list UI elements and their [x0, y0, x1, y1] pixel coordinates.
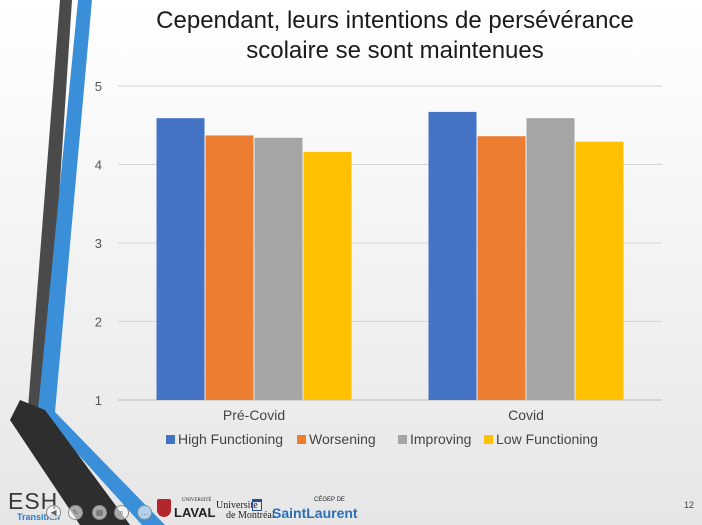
legend-swatch — [398, 435, 407, 444]
grid-view-icon[interactable]: ▦ — [92, 505, 107, 520]
y-tick-label: 1 — [95, 393, 102, 408]
transition-logo-text: Transition — [17, 512, 61, 522]
bar — [156, 118, 205, 400]
saint-laurent-logo-text: SaintLaurent — [272, 505, 358, 521]
legend-label: High Functioning — [178, 431, 283, 447]
x-axis-labels: Pré-Covid Covid — [223, 407, 544, 423]
bar — [477, 136, 526, 401]
legend-label: Worsening — [309, 431, 376, 447]
more-options-icon[interactable]: … — [137, 505, 152, 520]
x-tick-label: Covid — [508, 407, 544, 423]
udem-tower-icon — [252, 499, 262, 511]
udem-logo-line-1: Université — [216, 500, 258, 511]
bar — [254, 137, 303, 400]
pen-icon[interactable]: ✎ — [68, 505, 83, 520]
legend-swatch — [484, 435, 493, 444]
cegep-small-text: CÉGEP DE — [314, 497, 345, 503]
zoom-icon[interactable]: ⌕ — [114, 505, 129, 520]
x-tick-label: Pré-Covid — [223, 407, 285, 423]
dark-corner — [10, 400, 130, 525]
laval-crest-icon — [157, 499, 171, 517]
bar — [575, 141, 624, 401]
y-tick-label: 2 — [95, 315, 102, 330]
y-axis-ticks: 1 2 3 4 5 — [95, 79, 102, 408]
slide-title: Cependant, leurs intentions de persévéra… — [95, 6, 695, 66]
bar — [205, 135, 254, 400]
legend-swatch — [297, 435, 306, 444]
slide-title-line-2: scolaire se sont maintenues — [246, 37, 544, 64]
slide-number: 12 — [684, 500, 695, 510]
bar-chart: 1 2 3 4 5 Pré-Covid Covid High Functioning Wor… — [95, 79, 662, 447]
laval-logo-text: LAVAL — [174, 505, 216, 520]
legend-swatch — [166, 435, 175, 444]
bar — [303, 151, 352, 400]
y-tick-label: 3 — [95, 236, 102, 251]
y-tick-label: 4 — [95, 158, 102, 173]
legend-label: Low Functioning — [496, 431, 598, 447]
bar — [428, 111, 477, 400]
legend: High Functioning Worsening Improving Low Fu… — [166, 431, 598, 447]
dark-stripe — [28, 0, 130, 525]
previous-slide-icon[interactable]: ◀ — [46, 505, 61, 520]
bar — [526, 118, 575, 400]
blue-stripe — [38, 0, 165, 525]
bars — [156, 111, 624, 401]
udem-logo-line-2: de Montréal — [226, 510, 275, 521]
laval-small-text: UNIVERSITÉ — [182, 498, 212, 503]
y-tick-label: 5 — [95, 79, 102, 94]
slide-title-line-1: Cependant, leurs intentions de persévéra… — [156, 7, 634, 34]
legend-label: Improving — [410, 431, 471, 447]
